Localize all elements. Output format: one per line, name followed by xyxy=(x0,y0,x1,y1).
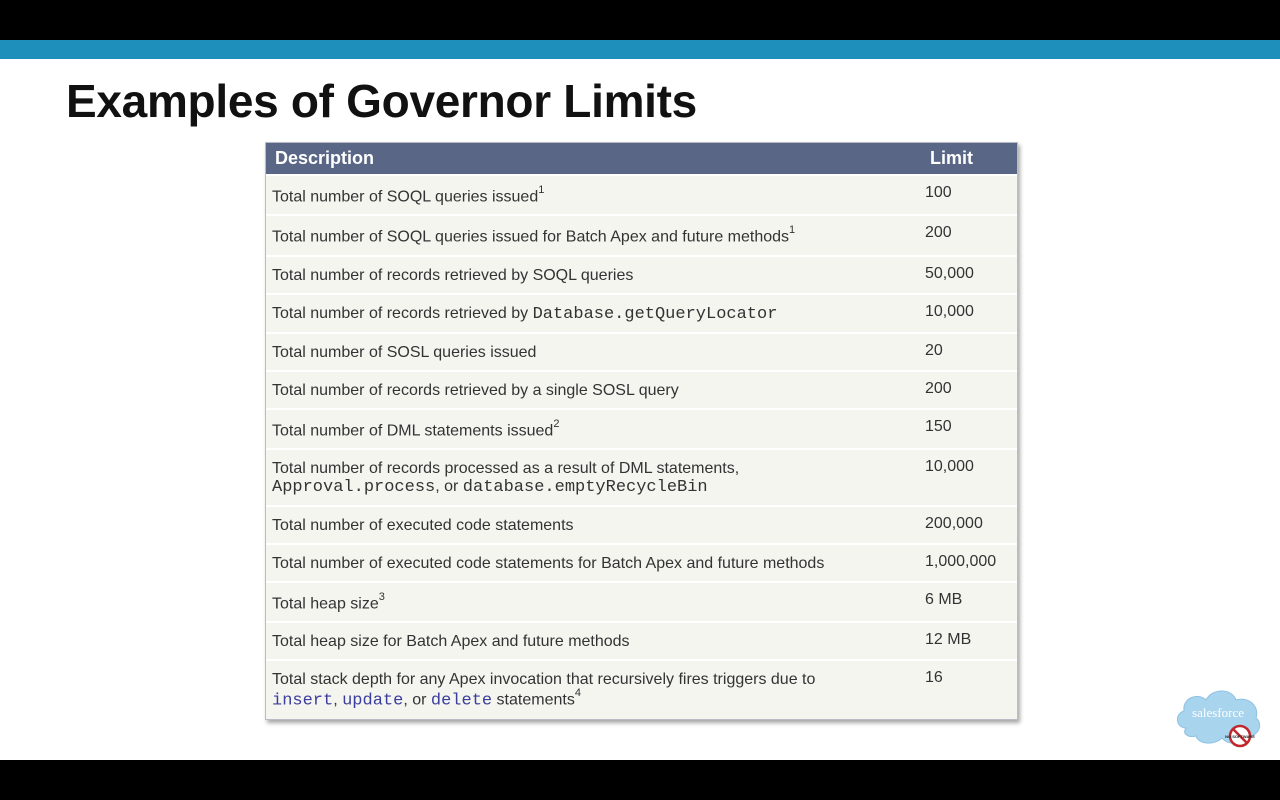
table-row: Total number of executed code statements… xyxy=(266,542,1017,582)
footnote-marker: 1 xyxy=(789,224,796,237)
row-limit: 6 MB xyxy=(916,580,1017,623)
description-header: Description xyxy=(266,143,916,175)
row-description: Total number of records retrieved by SOQ… xyxy=(266,254,916,294)
row-limit: 10,000 xyxy=(916,447,1017,506)
logo-text: salesforce xyxy=(1192,705,1244,720)
slide-title: Examples of Governor Limits xyxy=(66,75,697,127)
row-description: Total number of executed code statements xyxy=(266,504,916,544)
row-limit: 100 xyxy=(916,173,1017,216)
row-description: Total number of SOSL queries issued xyxy=(266,331,916,371)
badge-text: NO SOFTWARE xyxy=(1225,734,1255,739)
table-header-row: Description Limit xyxy=(266,143,1017,175)
row-description: Total heap size for Batch Apex and futur… xyxy=(266,621,916,661)
row-limit: 200,000 xyxy=(916,504,1017,544)
table-row: Total number of records retrieved by SOQ… xyxy=(266,254,1017,294)
row-description: Total number of DML statements issued2 xyxy=(266,407,916,449)
table-row: Total number of SOQL queries issued1 100 xyxy=(266,173,1017,216)
row-limit: 20 xyxy=(916,331,1017,371)
row-limit: 10,000 xyxy=(916,292,1017,333)
row-description: Total heap size3 xyxy=(266,580,916,623)
row-limit: 200 xyxy=(916,369,1017,409)
governor-limits-table: Description Limit Total number of SOQL q… xyxy=(265,142,1018,720)
table-row: Total number of DML statements issued2 1… xyxy=(266,407,1017,449)
footnote-marker: 4 xyxy=(574,687,581,700)
table-row: Total heap size3 6 MB xyxy=(266,580,1017,623)
accent-bar xyxy=(0,40,1280,59)
table-row: Total number of records retrieved by a s… xyxy=(266,369,1017,409)
table-row: Total number of executed code statements… xyxy=(266,504,1017,544)
row-limit: 200 xyxy=(916,214,1017,256)
row-limit: 12 MB xyxy=(916,621,1017,661)
table-row: Total heap size for Batch Apex and futur… xyxy=(266,621,1017,661)
row-limit: 1,000,000 xyxy=(916,542,1017,582)
table-row: Total number of records retrieved by Dat… xyxy=(266,292,1017,333)
row-description: Total number of records processed as a r… xyxy=(266,447,916,506)
row-description: Total number of records retrieved by a s… xyxy=(266,369,916,409)
table-row: Total stack depth for any Apex invocatio… xyxy=(266,659,1017,719)
table-row: Total number of SOSL queries issued 20 xyxy=(266,331,1017,371)
footnote-marker: 3 xyxy=(378,590,385,603)
row-description: Total stack depth for any Apex invocatio… xyxy=(266,659,916,719)
row-description: Total number of SOQL queries issued for … xyxy=(266,214,916,256)
row-limit: 150 xyxy=(916,407,1017,449)
table-row: Total number of SOQL queries issued for … xyxy=(266,214,1017,256)
row-description: Total number of records retrieved by Dat… xyxy=(266,292,916,333)
row-limit: 16 xyxy=(916,659,1017,719)
slide: Examples of Governor Limits Description … xyxy=(0,40,1280,760)
footnote-marker: 1 xyxy=(538,184,545,196)
limit-header: Limit xyxy=(916,143,1017,175)
salesforce-cloud-logo: salesforce NO SOFTWARE xyxy=(1177,690,1261,748)
table-row: Total number of records processed as a r… xyxy=(266,447,1017,506)
footnote-marker: 2 xyxy=(553,417,560,430)
row-limit: 50,000 xyxy=(916,254,1017,294)
row-description: Total number of SOQL queries issued1 xyxy=(266,173,916,216)
row-description: Total number of executed code statements… xyxy=(266,542,916,582)
